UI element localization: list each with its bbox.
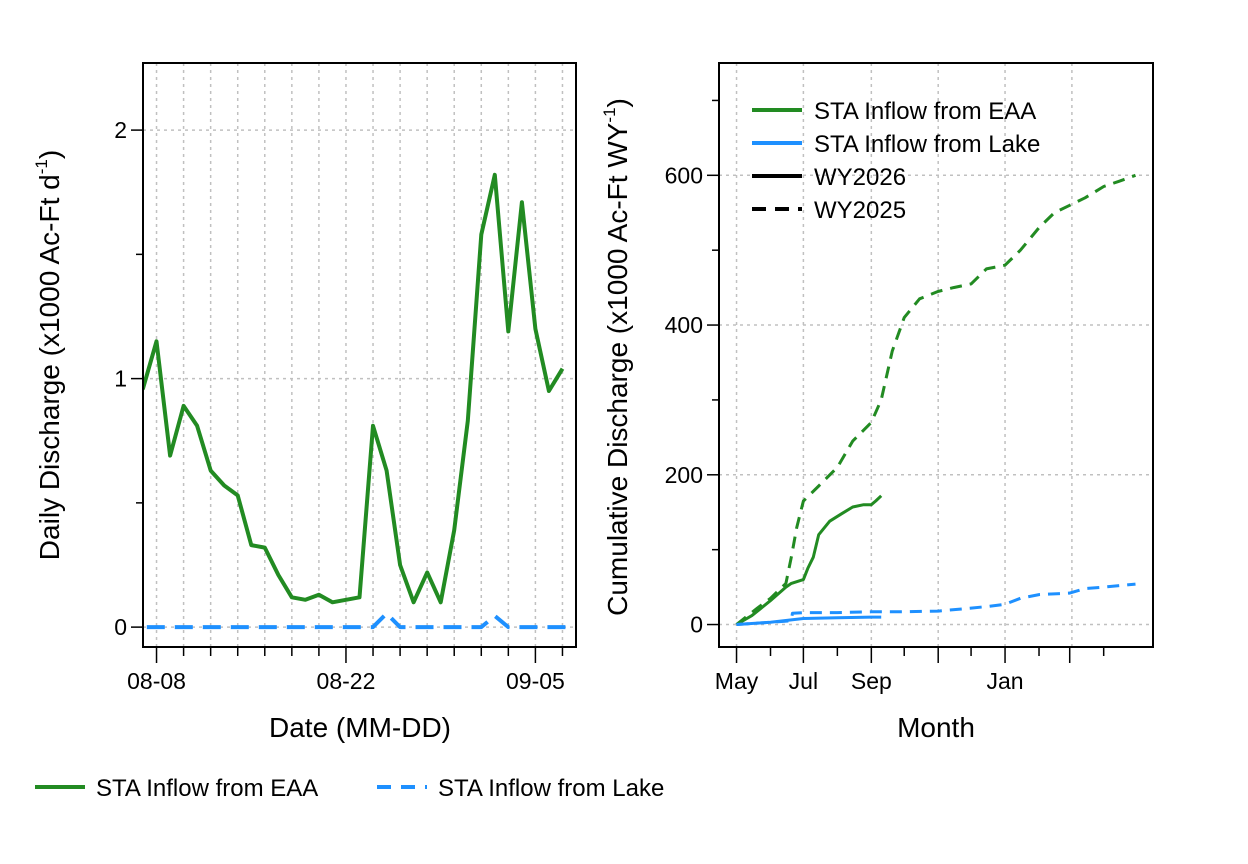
right-legend-label: STA Inflow from EAA [814, 98, 1036, 125]
right-y-tick-label: 0 [690, 612, 703, 638]
left-x-tick-label: 09-05 [506, 668, 565, 694]
left-series-lake-line [143, 611, 576, 630]
right-x-tick-label: Sep [851, 668, 892, 694]
right-legend-label: WY2026 [814, 164, 906, 191]
left-x-axis-title: Date (MM-DD) [269, 712, 451, 743]
bottom-legend: STA Inflow from EAA STA Inflow from Lake [35, 775, 664, 802]
right-legend: STA Inflow from EAA STA Inflow from Lake W… [752, 98, 1040, 224]
right-series-line-eaa-wy2026 [735, 494, 883, 626]
bottom-legend-label: STA Inflow from EAA [96, 775, 318, 802]
right-x-tick-label: Jan [986, 668, 1023, 694]
right-series-line-eaa-wy2025 [735, 173, 1137, 626]
right-y-tick-label: 600 [665, 162, 703, 188]
left-x-tick-label: 08-22 [317, 668, 376, 694]
daily-discharge-panel: 0 1 2 08-08 08-22 09-05 Date (MM-DD) Daily Di… [32, 62, 577, 743]
right-series [735, 173, 1137, 626]
left-grid [143, 63, 576, 647]
cumulative-discharge-panel: 0 200 400 600 May Jul Sep Jan Month Cumulative … [600, 62, 1154, 743]
right-legend-label: WY2025 [814, 197, 906, 224]
left-axes: 0 1 2 08-08 08-22 09-05 [114, 117, 565, 694]
left-y-axis-title: Daily Discharge (x1000 Ac-Ft d-1) [32, 150, 65, 560]
right-series-line-lake-wy2025 [736, 582, 1136, 626]
right-y-axis-title: Cumulative Discharge (x1000 Ac-Ft WY-1) [600, 98, 633, 616]
bottom-legend-label: STA Inflow from Lake [438, 775, 664, 802]
left-series [143, 172, 576, 630]
left-series-eaa-line [143, 172, 565, 605]
right-x-axis-title: Month [897, 712, 975, 743]
right-x-tick-label: May [715, 668, 759, 694]
left-y-tick-label: 0 [114, 614, 127, 640]
left-plot-frame [142, 62, 577, 648]
right-y-tick-label: 400 [665, 312, 703, 338]
right-x-tick-label: Jul [789, 668, 818, 694]
left-y-tick-label: 1 [114, 366, 127, 392]
right-legend-label: STA Inflow from Lake [814, 131, 1040, 158]
left-x-tick-label: 08-08 [127, 668, 186, 694]
right-axes: 0 200 400 600 May Jul Sep Jan [665, 99, 1105, 694]
left-y-tick-label: 2 [114, 117, 127, 143]
right-y-tick-label: 200 [665, 462, 703, 488]
right-plot-frame [718, 62, 1154, 648]
